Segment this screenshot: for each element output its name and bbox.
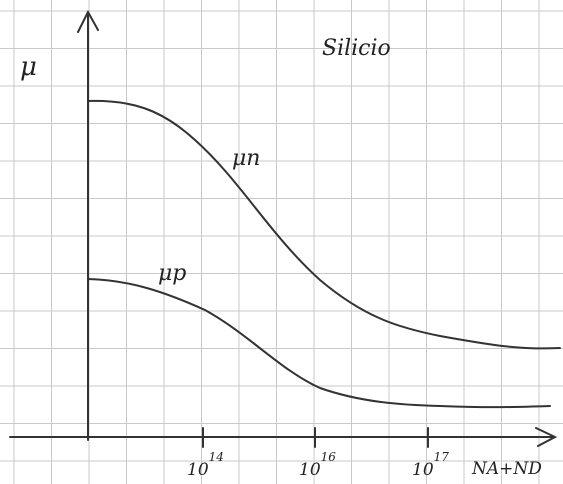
x-tick-label: 1016 xyxy=(299,450,336,480)
tick-exponent: 16 xyxy=(321,450,337,464)
title: Silicio xyxy=(322,36,391,61)
curve-label: μp xyxy=(158,261,186,286)
tick-exponent: 17 xyxy=(434,450,450,464)
grid-paper xyxy=(0,0,563,484)
x-axis xyxy=(10,428,555,446)
x-tick-label: 1017 xyxy=(412,450,449,480)
tick-exponent: 14 xyxy=(209,450,224,464)
tick-base: 10 xyxy=(412,460,434,480)
tick-base: 10 xyxy=(299,460,321,480)
x-axis-label: NA+ND xyxy=(471,459,542,479)
y-axis-label: μ xyxy=(20,52,37,82)
x-tick-label: 1014 xyxy=(187,450,224,480)
tick-base: 10 xyxy=(187,460,209,480)
y-axis xyxy=(78,12,98,440)
curve-label: μn xyxy=(232,146,260,171)
sketch: μ Silicio μn μp NA+ND 101410161017 xyxy=(0,0,563,484)
